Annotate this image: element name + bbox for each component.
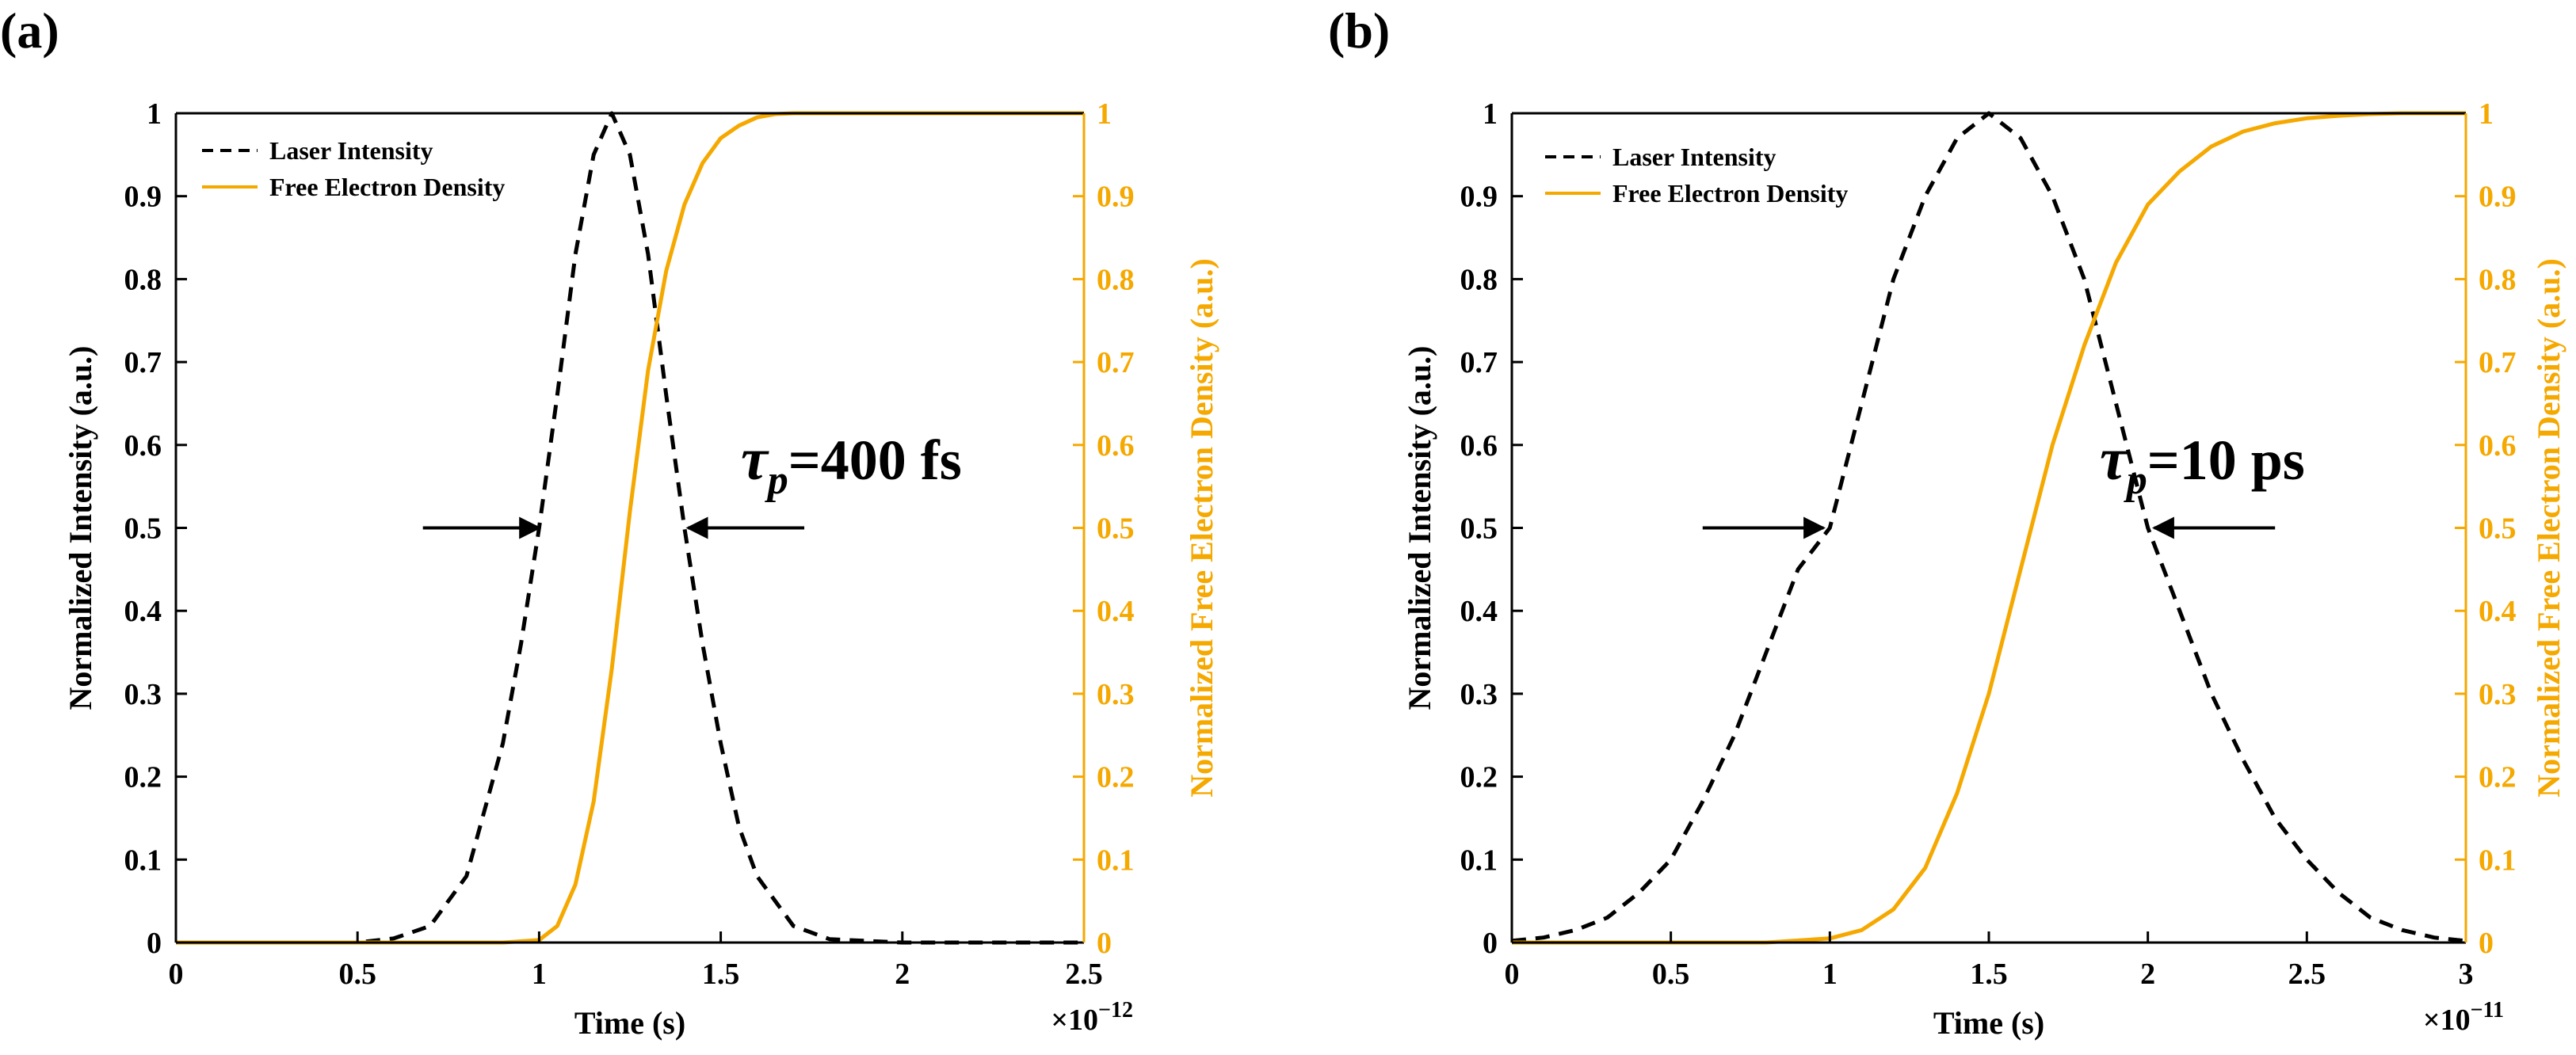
right-tick-label: 0.6 <box>1097 429 1135 463</box>
x-tick-label: 1 <box>1822 958 1838 991</box>
series-laser-intensity <box>176 111 1084 945</box>
x-tick-label: 2 <box>2140 958 2155 991</box>
x-axis-ticks-b: 0 0.5 1 1.5 2 2.5 3 <box>1505 931 2474 991</box>
x-tick-label: 2.5 <box>1065 958 1103 991</box>
series-layer-a <box>176 111 1084 945</box>
right-tick-label: 0.7 <box>2479 346 2517 379</box>
y-axis-label-right-b: Normalized Free Electron Density (a.u.) <box>2531 258 2566 798</box>
left-tick-label: 0.2 <box>1460 761 1498 794</box>
y-axis-label-left-a: Normalized Intensity (a.u.) <box>63 346 98 710</box>
legend-label-laser-a: Laser Intensity <box>269 136 433 165</box>
right-axis-ticks-b: 0 0.1 0.2 0.3 0.4 0.5 0.6 0.7 0.8 0.9 1 <box>2455 97 2517 960</box>
right-tick-label: 0.9 <box>2479 181 2517 214</box>
right-tick-label: 0 <box>1097 927 1112 960</box>
left-tick-label: 0.8 <box>1460 263 1498 296</box>
right-tick-label: 0.3 <box>2479 678 2517 711</box>
x-tick-label: 1 <box>532 958 547 991</box>
left-axis-ticks-a: 0 0.1 0.2 0.3 0.4 0.5 0.6 0.7 0.8 0.9 1 <box>124 97 187 960</box>
panel-label-a: (a) <box>0 2 59 59</box>
left-tick-label: 0.1 <box>1460 844 1498 877</box>
pulse-width-annotation-b: τp=10 ps <box>2100 426 2305 503</box>
right-tick-label: 0.4 <box>2479 595 2517 628</box>
x-tick-label: 0.5 <box>1652 958 1690 991</box>
x-axis-label-a: Time (s) <box>574 1005 685 1041</box>
series-free-electron-density <box>1512 111 2466 945</box>
right-tick-label: 0.7 <box>1097 346 1135 379</box>
x-tick-label: 2 <box>895 958 910 991</box>
panel-a: (a) 0 0.1 0.2 0.3 0.4 0.5 0.6 0.7 0.8 0.9 1 0 0.1 0.… <box>0 2 1219 1041</box>
x-axis-label-b: Time (s) <box>1933 1005 2044 1041</box>
left-tick-label: 0 <box>147 927 162 960</box>
left-tick-label: 0 <box>1483 927 1498 960</box>
panel-b: (b) 0 0.1 0.2 0.3 0.4 0.5 0.6 0.7 0.8 0.9 1 0 0.1 0.… <box>1328 2 2566 1041</box>
right-tick-label: 0.1 <box>2479 844 2517 877</box>
right-axis-ticks-a: 0 0.1 0.2 0.3 0.4 0.5 0.6 0.7 0.8 0.9 1 <box>1073 97 1135 960</box>
right-tick-label: 0.9 <box>1097 181 1135 214</box>
series-layer-b <box>1511 111 2467 945</box>
legend-b: Laser Intensity Free Electron Density <box>1545 143 1848 208</box>
left-axis-ticks-b: 0 0.1 0.2 0.3 0.4 0.5 0.6 0.7 0.8 0.9 1 <box>1460 97 1523 960</box>
left-tick-label: 0.8 <box>124 263 162 296</box>
left-tick-label: 0.3 <box>124 678 162 711</box>
x-tick-label: 0.5 <box>338 958 376 991</box>
left-tick-label: 0.4 <box>1460 595 1498 628</box>
left-tick-label: 0.4 <box>124 595 162 628</box>
left-tick-label: 0.6 <box>1460 429 1498 463</box>
series-free-electron-density <box>176 111 1084 945</box>
y-axis-label-left-b: Normalized Intensity (a.u.) <box>1402 346 1437 710</box>
series-laser-intensity <box>1511 111 2467 943</box>
left-tick-label: 0.5 <box>124 512 162 546</box>
x-tick-label: 1.5 <box>702 958 740 991</box>
right-tick-label: 0.2 <box>1097 761 1135 794</box>
right-tick-label: 0.8 <box>1097 263 1135 296</box>
left-tick-label: 0.7 <box>1460 346 1498 379</box>
legend-a: Laser Intensity Free Electron Density <box>202 136 505 201</box>
right-tick-label: 0.5 <box>1097 512 1135 546</box>
legend-label-electron-b: Free Electron Density <box>1612 179 1848 208</box>
right-tick-label: 0 <box>2479 927 2494 960</box>
right-tick-label: 1 <box>1097 97 1112 131</box>
left-tick-label: 0.7 <box>124 346 162 379</box>
left-tick-label: 1 <box>147 97 162 131</box>
right-tick-label: 0.6 <box>2479 429 2517 463</box>
x-tick-label: 3 <box>2459 958 2474 991</box>
panel-label-b: (b) <box>1328 2 1390 59</box>
x-tick-label: 1.5 <box>1970 958 2008 991</box>
left-tick-label: 0.1 <box>124 844 162 877</box>
left-tick-label: 0.6 <box>124 429 162 463</box>
left-tick-label: 0.5 <box>1460 512 1498 546</box>
right-tick-label: 0.5 <box>2479 512 2517 546</box>
left-tick-label: 0.3 <box>1460 678 1498 711</box>
x-scale-multiplier-a: ×10−12 <box>1051 998 1133 1037</box>
legend-label-laser-b: Laser Intensity <box>1612 143 1776 171</box>
x-axis-ticks-a: 0 0.5 1 1.5 2 2.5 <box>169 931 1103 991</box>
y-axis-label-right-a: Normalized Free Electron Density (a.u.) <box>1184 258 1219 798</box>
pulse-width-annotation-a: τp=400 fs <box>741 426 962 503</box>
left-tick-label: 1 <box>1483 97 1498 131</box>
right-tick-label: 1 <box>2479 97 2494 131</box>
x-tick-label: 2.5 <box>2288 958 2326 991</box>
plot-frame-b <box>1512 113 2466 943</box>
right-tick-label: 0.3 <box>1097 678 1135 711</box>
left-tick-label: 0.2 <box>124 761 162 794</box>
right-tick-label: 0.2 <box>2479 761 2517 794</box>
left-tick-label: 0.9 <box>1460 181 1498 214</box>
x-tick-label: 0 <box>169 958 184 991</box>
left-tick-label: 0.9 <box>124 181 162 214</box>
right-tick-label: 0.8 <box>2479 263 2517 296</box>
x-tick-label: 0 <box>1505 958 1520 991</box>
legend-label-electron-a: Free Electron Density <box>269 173 505 201</box>
right-tick-label: 0.4 <box>1097 595 1135 628</box>
x-scale-multiplier-b: ×10−11 <box>2423 998 2504 1037</box>
right-tick-label: 0.1 <box>1097 844 1135 877</box>
